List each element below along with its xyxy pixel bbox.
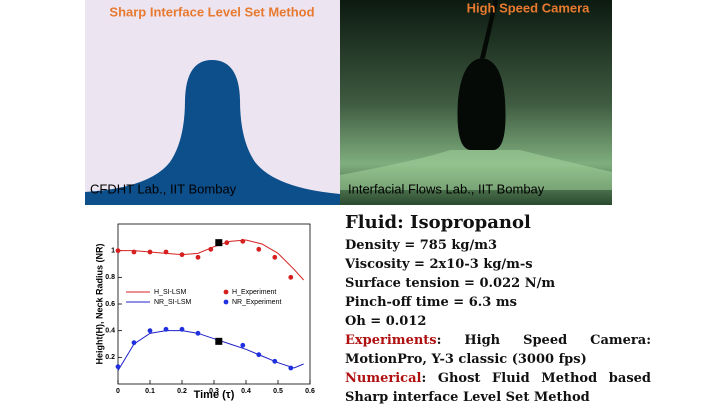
experiments: Experiments: High Speed Camera: MotionPr… xyxy=(345,331,651,369)
info-line: Surface tension = 0.022 N/m xyxy=(345,276,556,291)
info-line: Viscosity = 2x10-3 kg/m-s xyxy=(345,257,533,272)
x-tick-label: 0.3 xyxy=(209,388,219,395)
y-tick-label: 0.4 xyxy=(105,328,115,335)
panel-title: High Speed Camera xyxy=(467,0,591,15)
highlight-marker xyxy=(215,239,223,247)
data-point xyxy=(288,274,294,280)
info-line: Oh = 0.012 xyxy=(345,314,427,329)
y-tick-label: 1 xyxy=(111,248,115,255)
text: : High Speed Camera: MotionPro, Y-3 clas… xyxy=(345,333,651,367)
panel-caption: Interfacial Flows Lab., IIT Bombay xyxy=(348,181,545,196)
y-tick-label: 0.6 xyxy=(105,301,115,308)
x-tick-label: 0.4 xyxy=(241,388,251,395)
data-point xyxy=(256,352,262,358)
y-tick-label: 0.8 xyxy=(105,274,115,281)
highlight-marker xyxy=(215,337,223,345)
data-point xyxy=(240,238,246,244)
info-line: Density = 785 kg/m3 xyxy=(345,238,498,253)
data-point xyxy=(195,254,201,260)
data-point xyxy=(179,326,185,332)
y-axis-label: Height(H), Neck Radius (NR) xyxy=(94,243,104,364)
panel-title: Sharp Interface Level Set Method xyxy=(109,4,314,19)
legend-label: NR_SI-LSM xyxy=(154,299,192,306)
data-point xyxy=(179,252,185,258)
series-line xyxy=(117,330,304,371)
x-tick-label: 0.2 xyxy=(177,388,187,395)
data-point xyxy=(224,240,230,246)
x-tick-label: 0.1 xyxy=(145,388,155,395)
sim-drop xyxy=(85,60,340,205)
legend-label: H_Experiment xyxy=(232,289,276,296)
panel-caption: CFDHT Lab., IIT Bombay xyxy=(90,181,237,196)
x-tick-label: 0 xyxy=(116,388,120,395)
data-point xyxy=(272,254,278,260)
photo-needle xyxy=(480,0,498,58)
legend-swatch xyxy=(223,289,229,295)
data-point xyxy=(288,365,294,371)
label: Experiments xyxy=(345,333,437,348)
data-point xyxy=(147,328,153,334)
x-tick-label: 0.5 xyxy=(273,388,283,395)
x-tick-label: 0.6 xyxy=(305,388,315,395)
data-point xyxy=(256,246,262,252)
photo-drop xyxy=(457,58,506,150)
data-point xyxy=(208,246,214,252)
data-point xyxy=(195,330,201,336)
data-point xyxy=(163,326,169,332)
numerical: Numerical: Ghost Fluid Method based Shar… xyxy=(345,369,651,407)
data-point xyxy=(147,249,153,255)
y-tick-label: 0.2 xyxy=(105,354,115,361)
info-heading: Fluid: Isopropanol xyxy=(345,212,531,233)
data-point xyxy=(131,340,137,346)
text: : Ghost Fluid Method based Sharp interfa… xyxy=(345,371,651,405)
legend-label: H_SI-LSM xyxy=(154,289,186,296)
legend-swatch xyxy=(223,299,229,305)
data-point xyxy=(131,249,137,255)
data-point xyxy=(163,249,169,255)
photo-pool xyxy=(340,150,612,190)
data-point xyxy=(115,248,121,254)
series-line xyxy=(118,239,304,281)
x-axis-label: Time (τ) xyxy=(194,389,235,401)
data-point xyxy=(240,342,246,348)
data-point xyxy=(272,358,278,364)
legend-label: NR_Experiment xyxy=(232,299,281,306)
label: Numerical xyxy=(345,371,422,386)
info-lines: Density = 785 kg/m3 Viscosity = 2x10-3 kg… xyxy=(345,236,651,331)
info-panel: Fluid: Isopropanol Density = 785 kg/m3 Vi… xyxy=(345,210,651,407)
data-point xyxy=(115,364,121,370)
info-line: Pinch-off time = 6.3 ms xyxy=(345,295,517,310)
